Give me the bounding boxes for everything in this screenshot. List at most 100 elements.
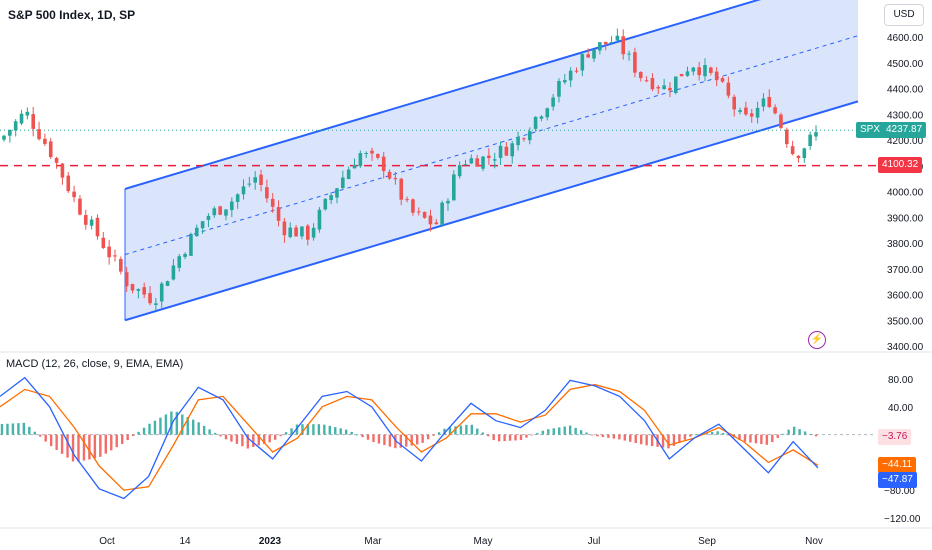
macd-histogram-bar xyxy=(487,434,490,437)
candle-body xyxy=(113,255,117,257)
macd-histogram-bar xyxy=(716,431,719,435)
candle-body xyxy=(574,70,579,72)
candle-body xyxy=(697,67,701,76)
macd-histogram-bar xyxy=(99,434,102,457)
candle-body xyxy=(101,237,106,248)
macd-histogram-bar xyxy=(771,434,774,443)
candle-body xyxy=(452,174,456,201)
candle-body xyxy=(119,258,123,272)
macd-histogram-bar xyxy=(224,434,228,440)
macd-histogram-bar xyxy=(541,430,545,435)
candle-body xyxy=(563,80,567,83)
candle-body xyxy=(305,225,310,240)
macd-histogram-bar xyxy=(197,422,200,435)
candle-body xyxy=(463,164,468,166)
macd-histogram-bar xyxy=(421,434,424,443)
macd-histogram-bar xyxy=(399,434,403,448)
candle-body xyxy=(37,129,41,140)
candle-body xyxy=(83,215,88,225)
macd-histogram-tag: −3.76 xyxy=(878,429,912,445)
macd-histogram-bar xyxy=(405,434,408,447)
macd-histogram-bar xyxy=(563,426,566,435)
macd-histogram-bar xyxy=(153,420,157,435)
candle-body xyxy=(679,73,684,77)
macd-histogram-bar xyxy=(115,434,118,448)
macd-histogram-bar xyxy=(607,434,610,438)
macd-histogram-bar xyxy=(110,434,113,451)
lightning-icon[interactable]: ⚡ xyxy=(808,331,826,349)
candle-body xyxy=(411,199,415,213)
candle-body xyxy=(317,209,322,230)
macd-histogram-bar xyxy=(230,434,233,442)
macd-histogram-bar xyxy=(481,432,484,435)
candle-body xyxy=(78,198,82,215)
candle-body xyxy=(247,183,252,185)
candle-body xyxy=(13,121,18,131)
x-tick-label: 14 xyxy=(179,536,191,547)
candle-body xyxy=(381,156,386,172)
macd-histogram-bar xyxy=(257,434,260,446)
currency-button[interactable]: USD xyxy=(884,4,924,26)
candle-body xyxy=(399,178,404,200)
macd-histogram-bar xyxy=(334,427,337,435)
candle-body xyxy=(48,141,53,158)
candle-body xyxy=(66,175,71,192)
macd-histogram-bar xyxy=(159,417,162,435)
macd-histogram-bar xyxy=(263,434,266,444)
macd-y-tick: −120.00 xyxy=(884,514,921,525)
macd-histogram xyxy=(0,411,818,462)
candle-body xyxy=(522,138,526,140)
candle-body xyxy=(621,36,626,55)
macd-histogram-bar xyxy=(339,428,342,435)
macd-histogram-bar xyxy=(361,434,364,438)
macd-histogram-bar xyxy=(44,434,47,442)
candle-body xyxy=(744,107,748,115)
candle-body xyxy=(603,41,608,45)
candle-body xyxy=(89,219,94,226)
macd-histogram-bar xyxy=(596,434,599,437)
macd-histogram-bar xyxy=(350,431,353,435)
candle-body xyxy=(586,54,590,58)
candle-body xyxy=(95,217,100,237)
macd-histogram-bar xyxy=(470,424,474,435)
macd-histogram-bar xyxy=(295,424,299,435)
candle-body xyxy=(206,215,211,220)
macd-y-axis: −120.00 −80.00 40.00 80.00 xyxy=(884,375,921,525)
macd-histogram-bar xyxy=(71,434,75,462)
candle-body xyxy=(107,246,111,258)
macd-histogram-bar xyxy=(558,427,561,435)
price-y-tick: 3800.00 xyxy=(887,239,924,250)
macd-histogram-bar xyxy=(585,432,588,435)
macd-histogram-bar xyxy=(323,424,326,435)
candle-body xyxy=(808,134,812,146)
symbol-tag: SPX xyxy=(856,122,885,138)
price-y-tick: 3400.00 xyxy=(887,342,924,353)
macd-histogram-bar xyxy=(623,434,626,441)
macd-histogram-bar xyxy=(514,434,517,441)
candle-body xyxy=(142,287,147,295)
macd-histogram-bar xyxy=(432,434,435,436)
candle-body xyxy=(352,165,357,169)
candle-body xyxy=(434,222,439,225)
price-y-tick: 3700.00 xyxy=(887,265,924,276)
macd-histogram-bar xyxy=(88,434,91,460)
candle-body xyxy=(276,207,281,221)
macd-histogram-bar xyxy=(552,428,555,435)
price-y-tick: 3600.00 xyxy=(887,291,924,302)
macd-histogram-bar xyxy=(503,434,506,442)
channel-upper-line xyxy=(124,0,762,190)
x-tick-label: May xyxy=(474,536,493,547)
channel-lower-line xyxy=(124,100,859,322)
candle-body xyxy=(311,227,316,238)
candle-body xyxy=(270,198,275,207)
candle-body xyxy=(539,116,544,119)
candle-body xyxy=(598,42,602,51)
candle-body xyxy=(440,202,444,225)
macd-histogram-bar xyxy=(49,434,53,447)
candle-body xyxy=(405,199,409,201)
macd-histogram-bar xyxy=(705,432,708,435)
candle-body xyxy=(224,209,228,216)
macd-line-tag: −47.87 xyxy=(878,472,917,488)
macd-indicator-label[interactable]: MACD (12, 26, close, 9, EMA, EMA) xyxy=(6,358,184,370)
macd-histogram-bar xyxy=(639,434,643,445)
